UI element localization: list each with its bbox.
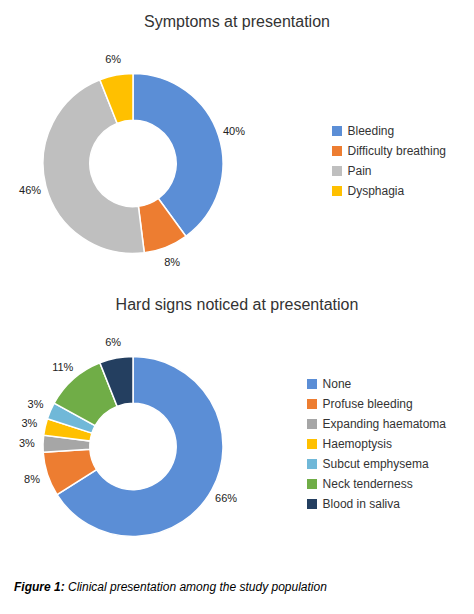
svg-text:66%: 66% bbox=[215, 492, 237, 504]
html-text:Neck tenderness: Neck tenderness bbox=[322, 476, 413, 491]
html-text:Subcut emphysema: Subcut emphysema bbox=[322, 456, 429, 471]
html-text:Bleeding: Bleeding bbox=[347, 123, 395, 138]
svg-text:40%: 40% bbox=[223, 125, 245, 137]
svg-text:6%: 6% bbox=[105, 53, 121, 65]
html-text:Difficulty breathing: Difficulty breathing bbox=[347, 143, 446, 158]
html-text:Dysphagia: Dysphagia bbox=[347, 183, 405, 198]
html-text:Figure 1: Clinical presentatio: Figure 1: Clinical presentation among th… bbox=[14, 580, 327, 594]
html-text:Profuse bleeding: Profuse bleeding bbox=[322, 396, 413, 411]
html-text:Expanding haematoma: Expanding haematoma bbox=[322, 416, 446, 431]
html-text:Pain: Pain bbox=[347, 163, 372, 178]
svg-text:3%: 3% bbox=[21, 417, 37, 429]
svg-text:8%: 8% bbox=[24, 473, 40, 485]
html-text:Hard signs noticed at presenta: Hard signs noticed at presentation bbox=[115, 296, 359, 313]
html-text:Symptoms at presentation: Symptoms at presentation bbox=[144, 13, 330, 30]
svg-text:11%: 11% bbox=[52, 361, 73, 373]
html-text:None: None bbox=[322, 376, 352, 391]
svg-text:46%: 46% bbox=[19, 184, 41, 196]
svg-text:6%: 6% bbox=[105, 336, 121, 348]
svg-text:3%: 3% bbox=[19, 437, 35, 449]
html-text:Blood in saliva: Blood in saliva bbox=[322, 496, 400, 511]
svg-text:8%: 8% bbox=[164, 256, 180, 268]
svg-text:3%: 3% bbox=[28, 398, 44, 410]
html-text:Haemoptysis: Haemoptysis bbox=[322, 436, 392, 451]
